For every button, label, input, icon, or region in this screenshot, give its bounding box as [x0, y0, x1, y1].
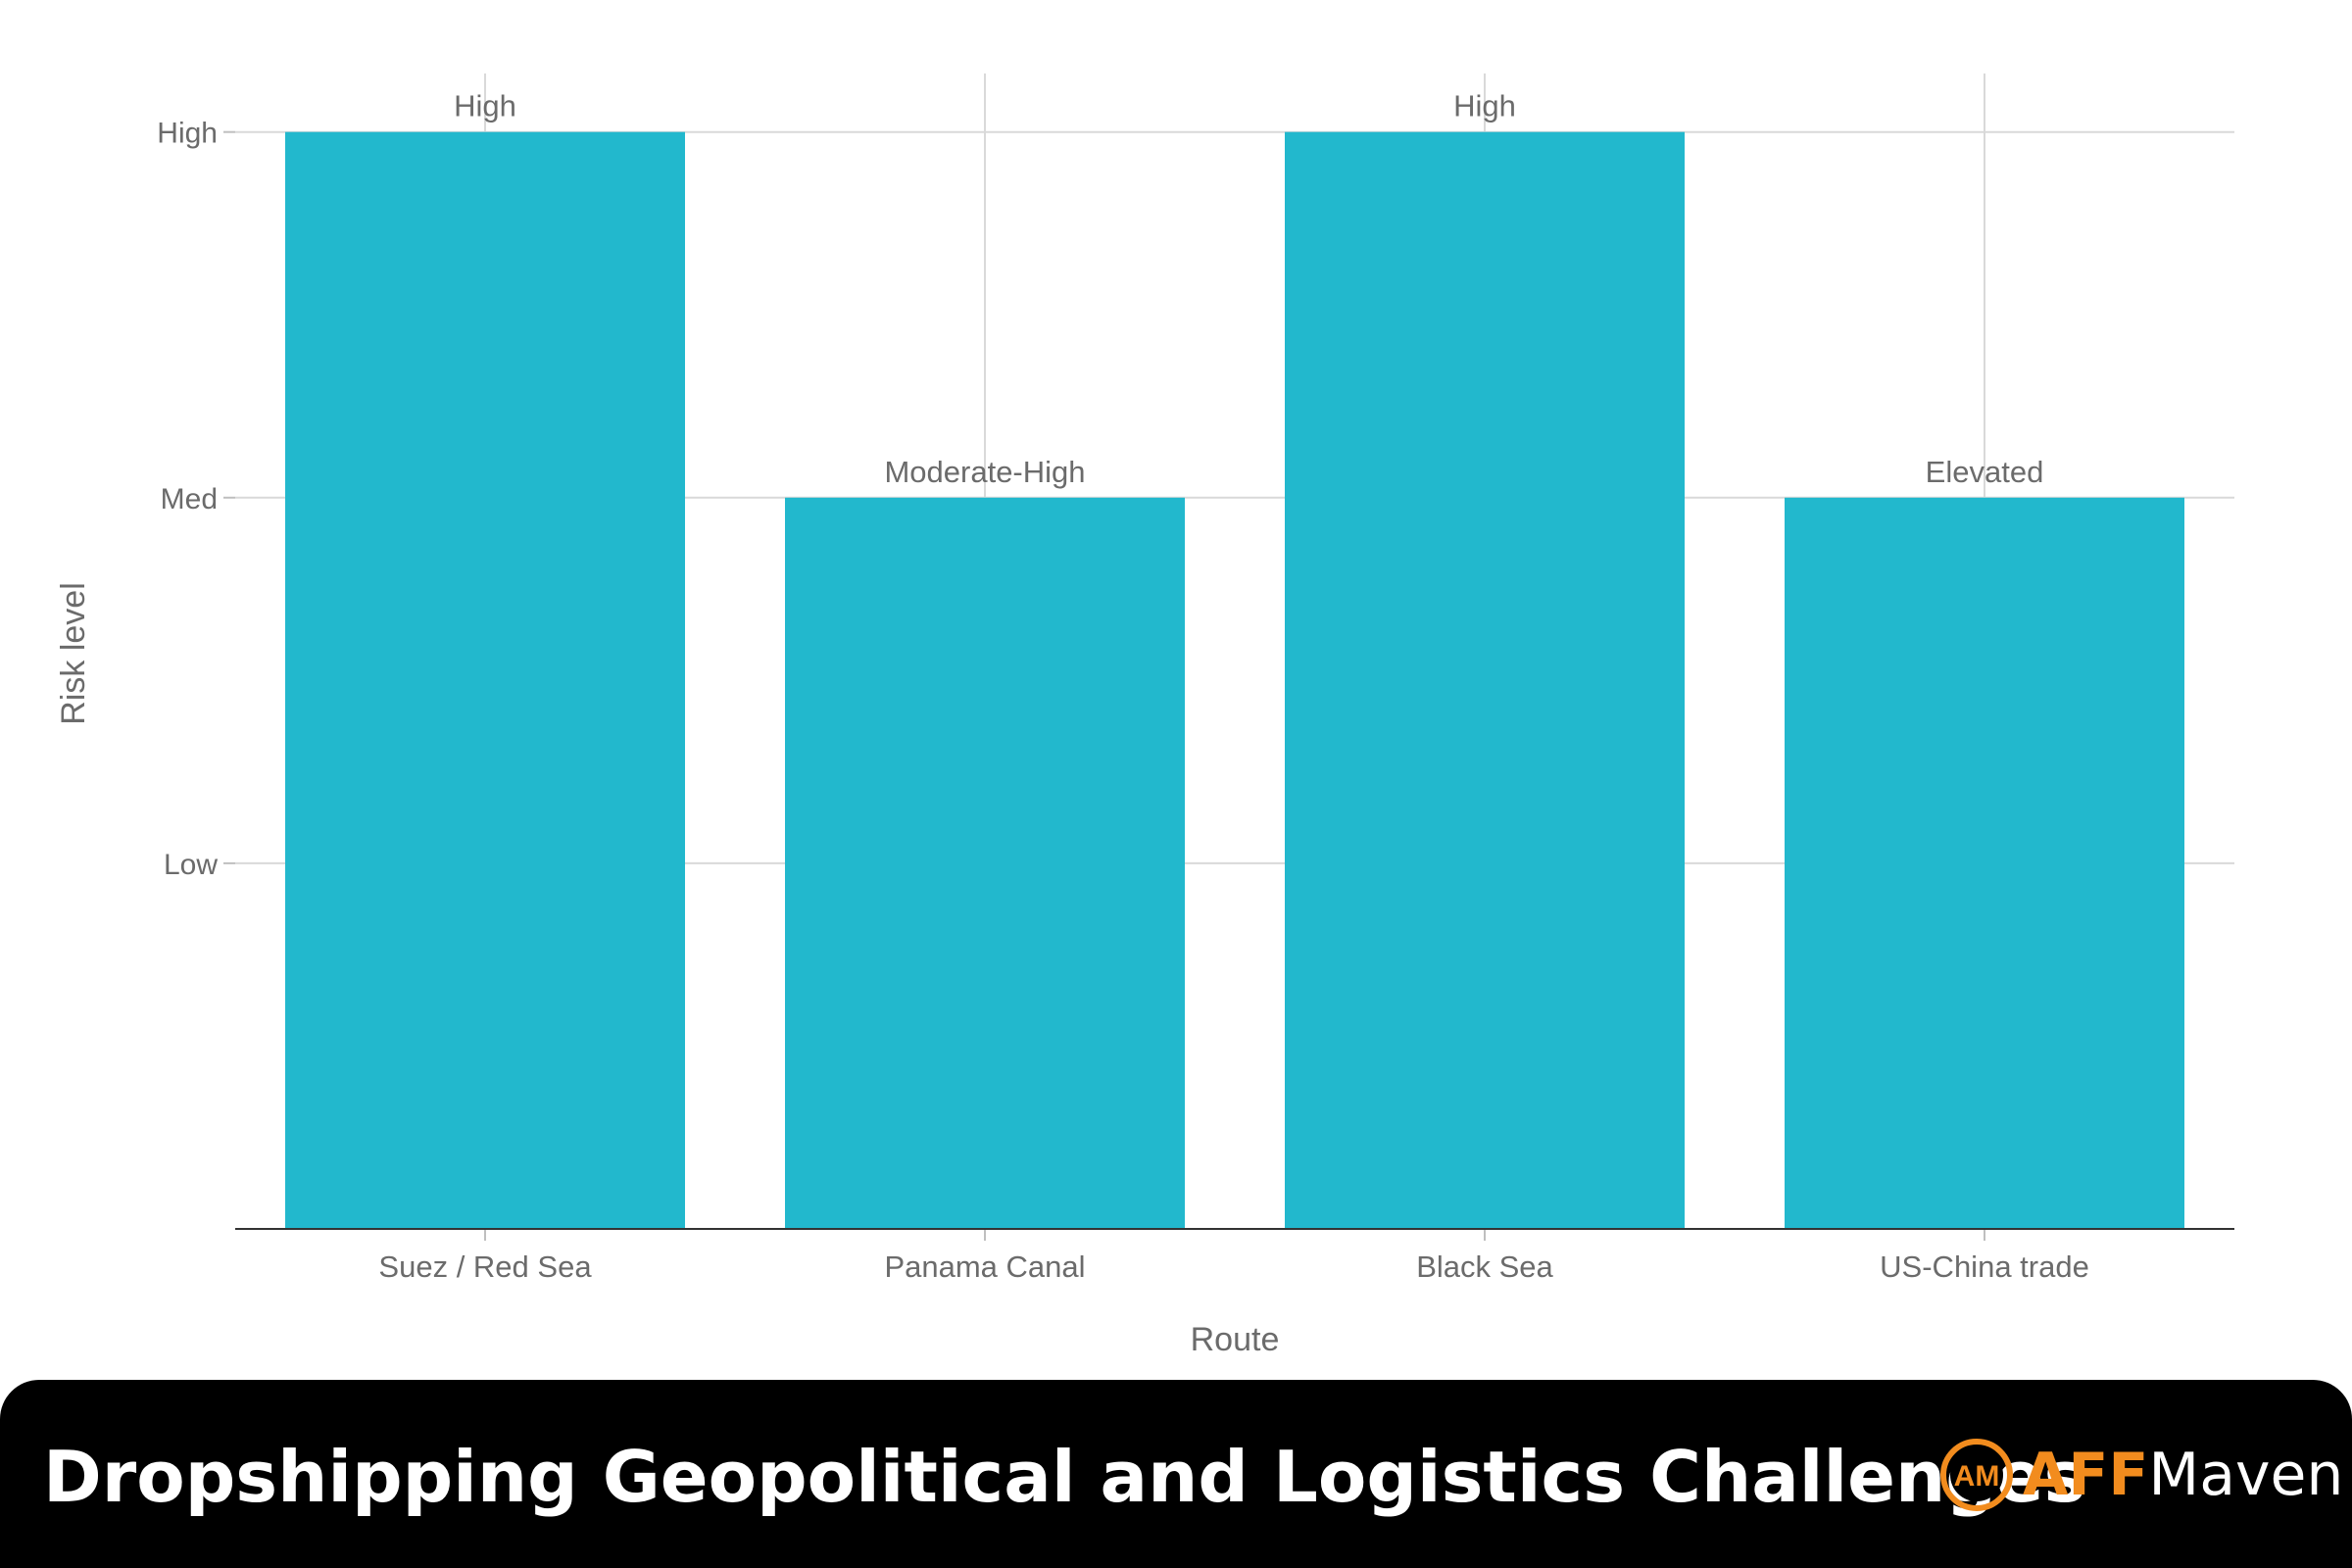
labels: Low Med High High Suez / Red Sea Moderate-Hig…: [157, 89, 2089, 1284]
logo-accent-text: AFF: [2023, 1441, 2149, 1509]
y-tick-label: Med: [161, 483, 218, 515]
y-tick-label: High: [157, 118, 218, 150]
bar-4: [1785, 497, 2184, 1229]
x-tick-label: Panama Canal: [884, 1250, 1085, 1284]
bar-chart: Low Med High High Suez / Red Sea Moderate-Hig…: [55, 74, 2234, 1358]
axes: [223, 130, 2234, 1241]
x-tick-label: Suez / Red Sea: [378, 1250, 592, 1284]
x-tick-label: Black Sea: [1416, 1250, 1553, 1284]
bar-2: [785, 497, 1185, 1229]
y-axis-label: Risk level: [55, 582, 92, 724]
footer-banner: Dropshipping Geopolitical and Logistics …: [0, 1380, 2352, 1568]
x-tick-label: US-China trade: [1880, 1250, 2089, 1284]
data-label: Moderate-High: [884, 455, 1085, 489]
bar-3: [1285, 131, 1685, 1230]
bars: [285, 131, 2184, 1230]
data-label: Elevated: [1926, 455, 2044, 489]
x-axis-label: Route: [1191, 1321, 1280, 1358]
y-tick-label: Low: [164, 849, 218, 881]
am-monogram-icon: AM: [1940, 1439, 2013, 1511]
logo-wordmark: AFFMaven: [2023, 1441, 2343, 1509]
affmaven-logo: AM AFFMaven: [1938, 1431, 2343, 1519]
footer-title: Dropshipping Geopolitical and Logistics …: [43, 1436, 2086, 1518]
data-label: High: [1453, 89, 1516, 123]
logo-rest-text: Maven: [2148, 1441, 2344, 1509]
data-label: High: [454, 89, 516, 123]
svg-text:AM: AM: [1954, 1460, 2000, 1493]
bar-1: [285, 131, 685, 1230]
